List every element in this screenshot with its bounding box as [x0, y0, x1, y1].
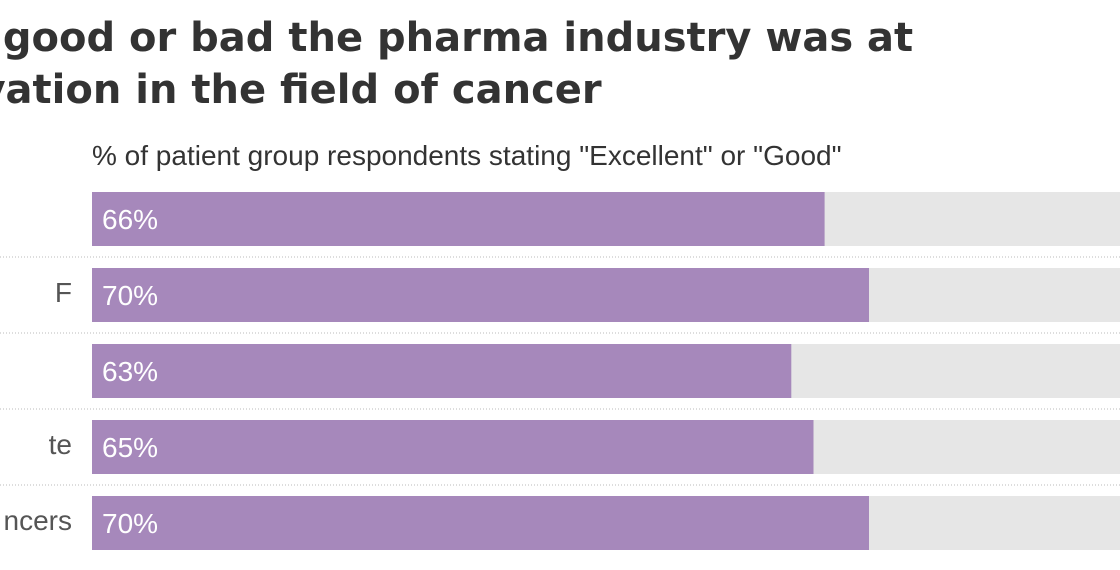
chart-title: w good or bad the pharma industry was at…	[0, 12, 1120, 116]
category-label: ncers	[3, 505, 72, 536]
bar	[92, 496, 869, 550]
chart-title-line-1: w good or bad the pharma industry was at	[0, 15, 914, 61]
bar-value-label: 70%	[102, 280, 158, 311]
chart-title-line-2: ovation in the field of cancer	[0, 67, 602, 113]
bar-value-label: 63%	[102, 356, 158, 387]
category-label: F	[54, 277, 72, 308]
bar	[92, 192, 825, 246]
bar	[92, 344, 792, 398]
bar-value-label: 70%	[102, 508, 158, 539]
bar-value-label: 66%	[102, 204, 158, 235]
bar	[92, 420, 814, 474]
bar	[92, 268, 869, 322]
bar-value-label: 65%	[102, 432, 158, 463]
category-label: te	[48, 429, 72, 460]
chart-subtitle: % of patient group respondents stating "…	[92, 140, 842, 171]
